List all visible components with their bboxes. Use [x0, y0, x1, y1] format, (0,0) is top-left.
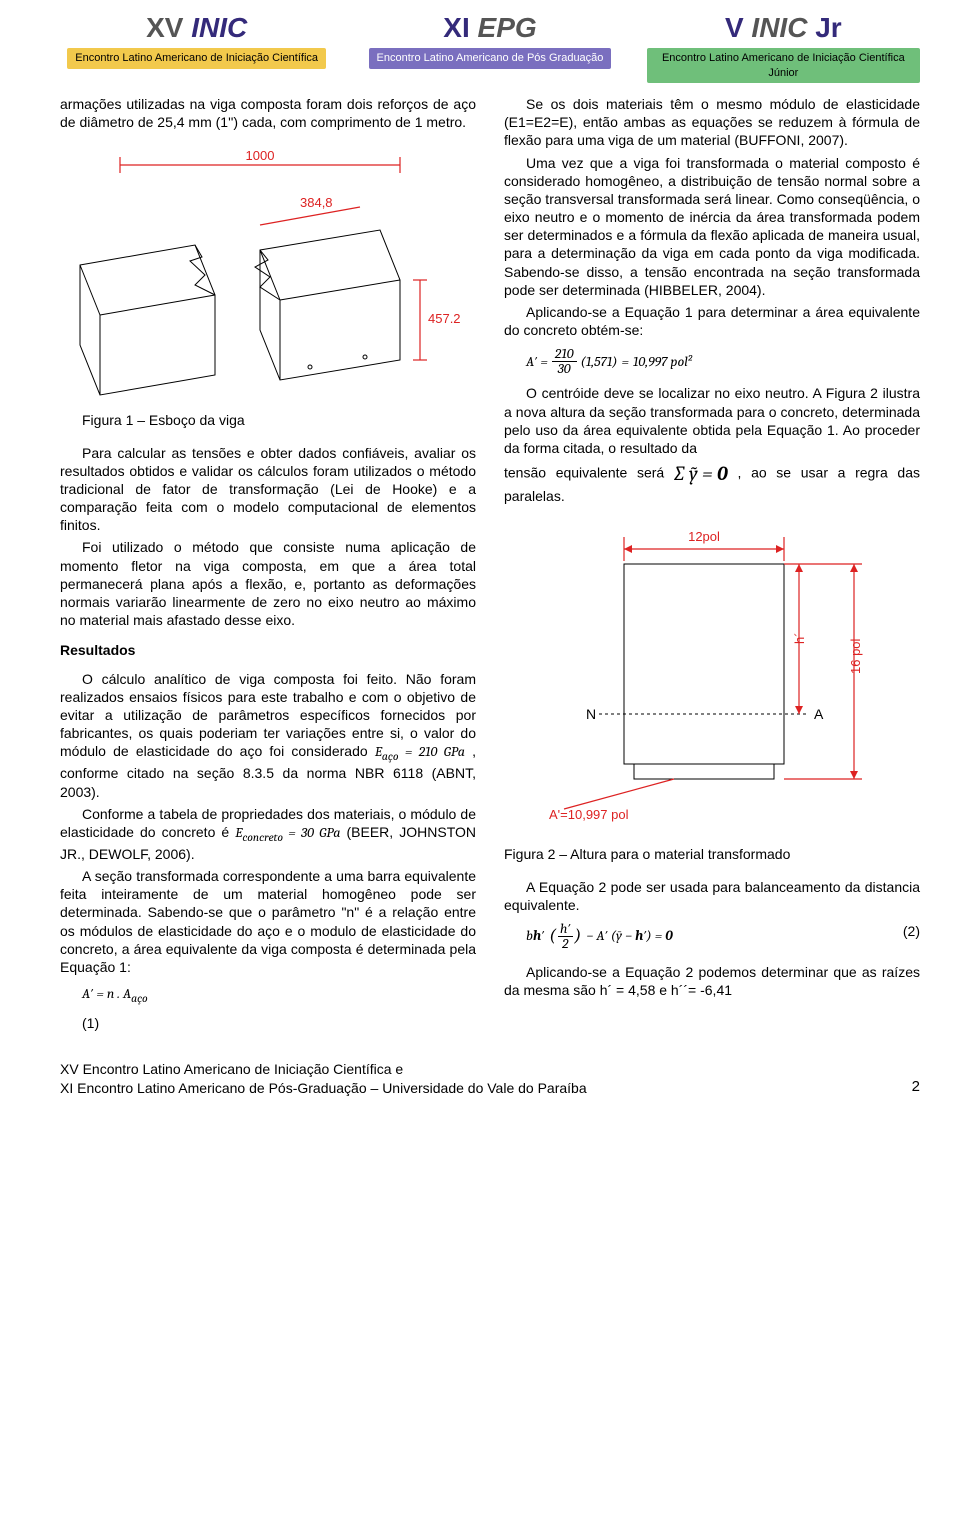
dim-label: A'=10,997 pol: [549, 807, 629, 822]
page-root: XV INIC Encontro Latino Americano de Ini…: [0, 0, 960, 1127]
page-number: 2: [912, 1077, 920, 1097]
logo-inicjr: V INIC Jr Encontro Latino Americano de I…: [647, 10, 920, 83]
equation-2: bh′ ( h′ 2 ) − A′ (ȳ − h′) = 0 (2): [504, 922, 920, 951]
paragraph: tensão equivalente será ∑ ỹ = 0 , ao se …: [504, 461, 920, 505]
logo-text: XV: [146, 12, 183, 43]
paragraph: O centróide deve se localizar no eixo ne…: [504, 384, 920, 457]
footer-text: XV Encontro Latino Americano de Iniciaçã…: [60, 1060, 587, 1096]
equation-1-number: (1): [60, 1014, 476, 1032]
equation-area: A′ = 210 30 (1,571) = 10,997 pol²: [504, 347, 920, 376]
logo-subtitle: Encontro Latino Americano de Iniciação C…: [67, 48, 326, 68]
figure-2: 12pol N A h´: [504, 519, 920, 863]
dim-label: 16 pol: [848, 639, 863, 675]
footer-line: XV Encontro Latino Americano de Iniciaçã…: [60, 1060, 587, 1078]
eq-result: 10,997 pol²: [633, 353, 692, 371]
equation-text: A′ = n . Aaço: [82, 985, 148, 1002]
paragraph: Conforme a tabela de propriedades dos ma…: [60, 805, 476, 863]
paragraph: O cálculo analítico de viga composta foi…: [60, 670, 476, 801]
equation-inline: Eaço = 210 GPa: [375, 743, 465, 760]
eq-frac-den: 30: [555, 362, 574, 376]
equation-text: bh′ ( h′ 2 ) − A′ (ȳ − h′) = 0: [526, 927, 673, 944]
paragraph: Uma vez que a viga foi transformada o ma…: [504, 154, 920, 300]
dim-label: h´: [792, 633, 807, 645]
axis-label: N: [586, 706, 596, 722]
dim-label: 384,8: [300, 195, 333, 210]
dim-label: 12pol: [688, 529, 720, 544]
equation-sum-icon: ∑ ỹ = 0: [674, 461, 728, 487]
logo-text: INIC: [744, 12, 808, 43]
header-logos: XV INIC Encontro Latino Americano de Ini…: [60, 10, 920, 83]
paragraph: armações utilizadas na viga composta for…: [60, 95, 476, 131]
logo-inic: XV INIC Encontro Latino Americano de Ini…: [60, 10, 333, 69]
paragraph: Aplicando-se a Equação 1 para determinar…: [504, 303, 920, 339]
logo-text: EPG: [470, 12, 537, 43]
logo-text: XI: [443, 12, 469, 43]
logo-subtitle: Encontro Latino Americano de Iniciação C…: [647, 48, 920, 83]
results-heading: Resultados: [60, 641, 476, 659]
equation-inline: Econcreto = 30 GPa: [235, 824, 340, 841]
right-column: Se os dois materiais têm o mesmo módulo …: [504, 95, 920, 1032]
equation-2-number: (2): [903, 922, 920, 940]
dim-label: 457.2: [428, 311, 460, 326]
paragraph: Para calcular as tensões e obter dados c…: [60, 444, 476, 535]
paragraph: A Equação 2 pode ser usada para balancea…: [504, 878, 920, 914]
paragraph: Se os dois materiais têm o mesmo módulo …: [504, 95, 920, 150]
axis-label: A: [814, 706, 824, 722]
eq-mult: (1,571): [581, 353, 618, 371]
logo-text: INIC: [183, 12, 247, 43]
logo-text: V: [725, 12, 744, 43]
footer-line: XI Encontro Latino Americano de Pós-Grad…: [60, 1079, 587, 1097]
logo-subtitle: Encontro Latino Americano de Pós Graduaç…: [369, 48, 612, 68]
figure-1: 1000: [60, 145, 476, 429]
figure-1-caption: Figura 1 – Esboço da viga: [60, 411, 476, 429]
eq-lhs: A′ =: [526, 353, 548, 371]
page-footer: XV Encontro Latino Americano de Iniciaçã…: [60, 1060, 920, 1096]
figure-2-caption: Figura 2 – Altura para o material transf…: [504, 845, 920, 863]
equation-1: A′ = n . Aaço: [60, 984, 476, 1006]
paragraph: A seção transformada correspondente a um…: [60, 867, 476, 976]
figure-1-svg: 1000: [60, 145, 460, 405]
content-columns: armações utilizadas na viga composta for…: [60, 95, 920, 1032]
dim-label: 1000: [246, 148, 275, 163]
paragraph: Foi utilizado o método que consiste numa…: [60, 538, 476, 629]
logo-text: Jr: [807, 12, 841, 43]
text-run: tensão equivalente será: [504, 465, 674, 481]
left-column: armações utilizadas na viga composta for…: [60, 95, 476, 1032]
logo-epg: XI EPG Encontro Latino Americano de Pós …: [353, 10, 626, 69]
paragraph: Aplicando-se a Equação 2 podemos determi…: [504, 963, 920, 999]
figure-2-svg: 12pol N A h´: [504, 519, 904, 839]
